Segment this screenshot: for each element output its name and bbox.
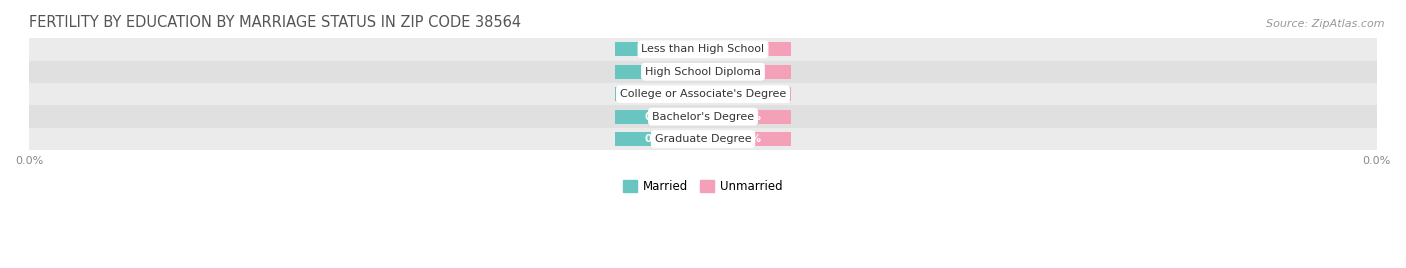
Text: Bachelor's Degree: Bachelor's Degree [652, 111, 754, 122]
Bar [703, 110, 790, 124]
Bar [30, 128, 1376, 150]
Text: Less than High School: Less than High School [641, 44, 765, 54]
Text: 0.0%: 0.0% [645, 111, 673, 122]
Bar [703, 87, 790, 101]
Text: High School Diploma: High School Diploma [645, 67, 761, 77]
Bar [616, 132, 703, 146]
Bar [703, 65, 790, 79]
Legend: Married, Unmarried: Married, Unmarried [619, 175, 787, 197]
Text: Graduate Degree: Graduate Degree [655, 134, 751, 144]
Bar [616, 65, 703, 79]
Bar [703, 42, 790, 56]
Text: 0.0%: 0.0% [645, 67, 673, 77]
Text: 0.0%: 0.0% [733, 44, 761, 54]
Text: FERTILITY BY EDUCATION BY MARRIAGE STATUS IN ZIP CODE 38564: FERTILITY BY EDUCATION BY MARRIAGE STATU… [30, 15, 522, 30]
Bar [616, 87, 703, 101]
Bar [616, 42, 703, 56]
Text: College or Associate's Degree: College or Associate's Degree [620, 89, 786, 99]
Text: 0.0%: 0.0% [733, 89, 761, 99]
Text: 0.0%: 0.0% [733, 67, 761, 77]
Bar [30, 38, 1376, 61]
Text: 0.0%: 0.0% [733, 134, 761, 144]
Bar [30, 105, 1376, 128]
Bar [703, 132, 790, 146]
Text: 0.0%: 0.0% [645, 89, 673, 99]
Text: 0.0%: 0.0% [733, 111, 761, 122]
Text: Source: ZipAtlas.com: Source: ZipAtlas.com [1267, 19, 1385, 29]
Text: 0.0%: 0.0% [645, 134, 673, 144]
Bar [30, 61, 1376, 83]
Bar [616, 110, 703, 124]
Bar [30, 83, 1376, 105]
Text: 0.0%: 0.0% [645, 44, 673, 54]
